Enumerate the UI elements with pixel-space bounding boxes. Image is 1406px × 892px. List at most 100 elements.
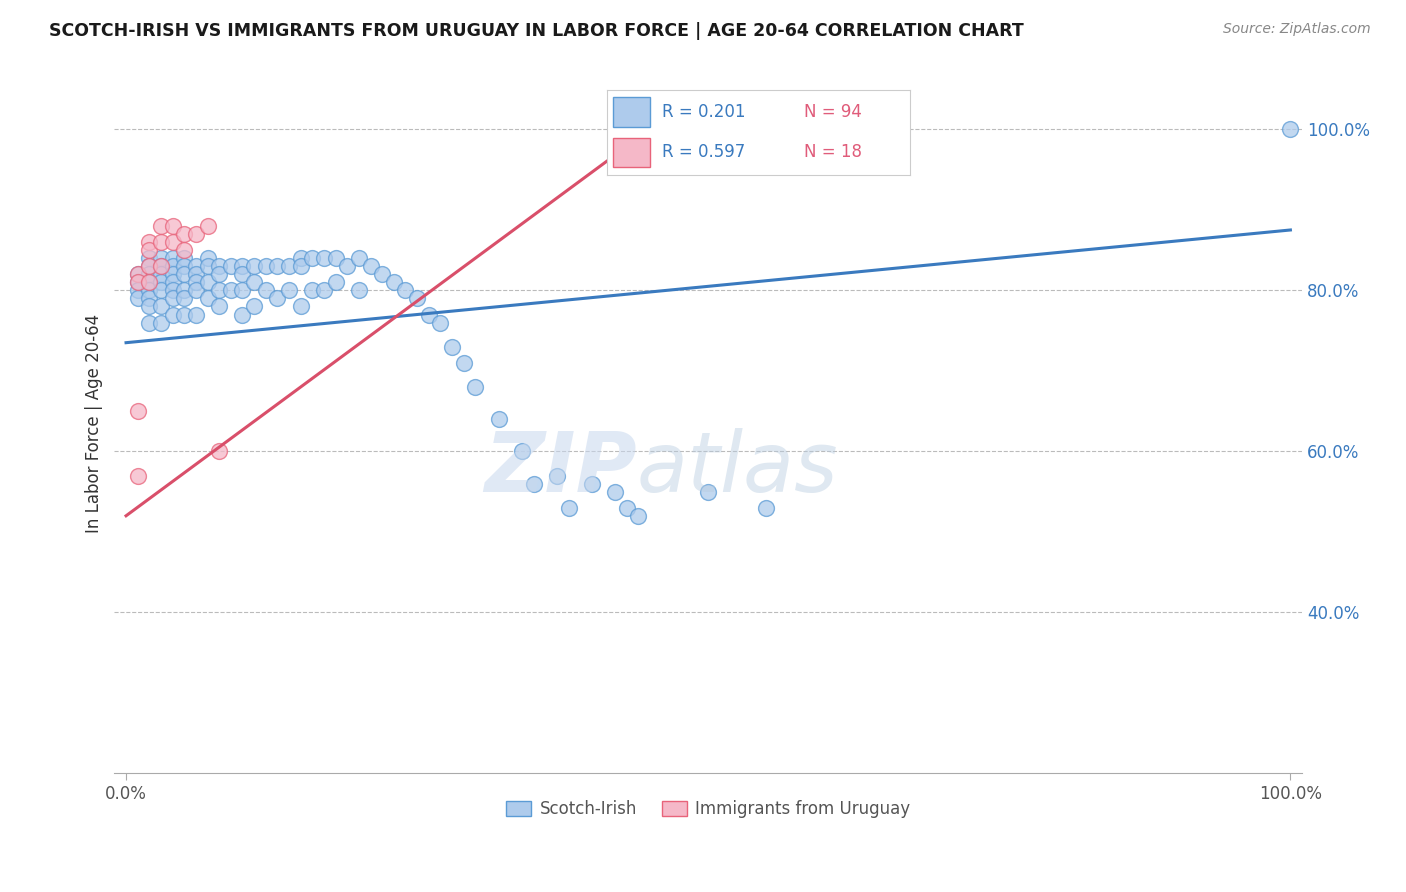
Point (149, 251, 172, 265)
Point (138, 251, 160, 265)
Point (546, 468, 568, 483)
Point (162, 219, 184, 233)
Point (127, 275, 149, 289)
Point (173, 259, 195, 273)
Point (162, 251, 184, 265)
Point (616, 500, 638, 515)
Point (406, 292, 429, 306)
Point (149, 267, 172, 281)
Point (184, 308, 207, 322)
Legend: Scotch-Irish, Immigrants from Uruguay: Scotch-Irish, Immigrants from Uruguay (499, 793, 917, 824)
Point (312, 251, 335, 265)
Point (418, 308, 440, 322)
Point (581, 476, 603, 491)
Point (312, 284, 335, 298)
Point (138, 243, 160, 257)
Point (278, 259, 301, 273)
Point (127, 267, 149, 281)
Y-axis label: In Labor Force | Age 20-64: In Labor Force | Age 20-64 (86, 314, 103, 533)
Point (453, 356, 475, 370)
Point (254, 259, 277, 273)
Point (360, 259, 382, 273)
Point (429, 316, 451, 330)
Point (301, 284, 323, 298)
Point (127, 275, 149, 289)
Point (138, 275, 160, 289)
Point (173, 251, 195, 265)
Point (162, 267, 184, 281)
Point (510, 444, 533, 458)
Point (208, 259, 231, 273)
Point (755, 500, 778, 515)
Point (208, 300, 231, 314)
Point (173, 267, 195, 281)
Point (173, 243, 195, 257)
Point (627, 508, 650, 523)
Point (347, 284, 370, 298)
Text: SCOTCH-IRISH VS IMMIGRANTS FROM URUGUAY IN LABOR FORCE | AGE 20-64 CORRELATION C: SCOTCH-IRISH VS IMMIGRANTS FROM URUGUAY … (49, 22, 1024, 40)
Point (197, 219, 219, 233)
Point (138, 284, 160, 298)
Point (138, 316, 160, 330)
Point (278, 284, 301, 298)
Point (162, 292, 184, 306)
Point (162, 284, 184, 298)
Point (219, 284, 242, 298)
Point (138, 259, 160, 273)
Point (488, 412, 510, 426)
Point (266, 292, 288, 306)
Point (290, 300, 312, 314)
Point (266, 259, 288, 273)
Text: Source: ZipAtlas.com: Source: ZipAtlas.com (1223, 22, 1371, 37)
Point (149, 300, 172, 314)
Point (184, 275, 207, 289)
Point (197, 259, 219, 273)
Point (173, 284, 195, 298)
Point (697, 484, 720, 499)
Point (127, 292, 149, 306)
Point (243, 300, 266, 314)
Point (149, 316, 172, 330)
Point (464, 380, 486, 394)
Point (243, 259, 266, 273)
Point (184, 259, 207, 273)
Point (138, 267, 160, 281)
Point (290, 251, 312, 265)
Point (162, 235, 184, 249)
Text: atlas: atlas (637, 428, 838, 509)
Point (162, 308, 184, 322)
Point (197, 292, 219, 306)
Point (173, 227, 195, 241)
Point (347, 251, 370, 265)
Text: ZIP: ZIP (484, 428, 637, 509)
Point (127, 267, 149, 281)
Point (394, 284, 416, 298)
Point (149, 275, 172, 289)
Point (138, 235, 160, 249)
Point (325, 251, 347, 265)
Point (382, 275, 405, 289)
Point (162, 275, 184, 289)
Point (603, 484, 626, 499)
Point (149, 219, 172, 233)
Point (127, 404, 149, 418)
Point (254, 284, 277, 298)
Point (371, 267, 394, 281)
Point (173, 308, 195, 322)
Point (197, 275, 219, 289)
Point (149, 284, 172, 298)
Point (138, 259, 160, 273)
Point (197, 251, 219, 265)
Point (127, 468, 149, 483)
Point (301, 251, 323, 265)
Point (208, 267, 231, 281)
Point (149, 259, 172, 273)
Point (325, 275, 347, 289)
Point (441, 340, 464, 354)
Point (523, 476, 546, 491)
Point (208, 284, 231, 298)
Point (173, 292, 195, 306)
Point (162, 259, 184, 273)
Point (149, 259, 172, 273)
Point (138, 300, 160, 314)
